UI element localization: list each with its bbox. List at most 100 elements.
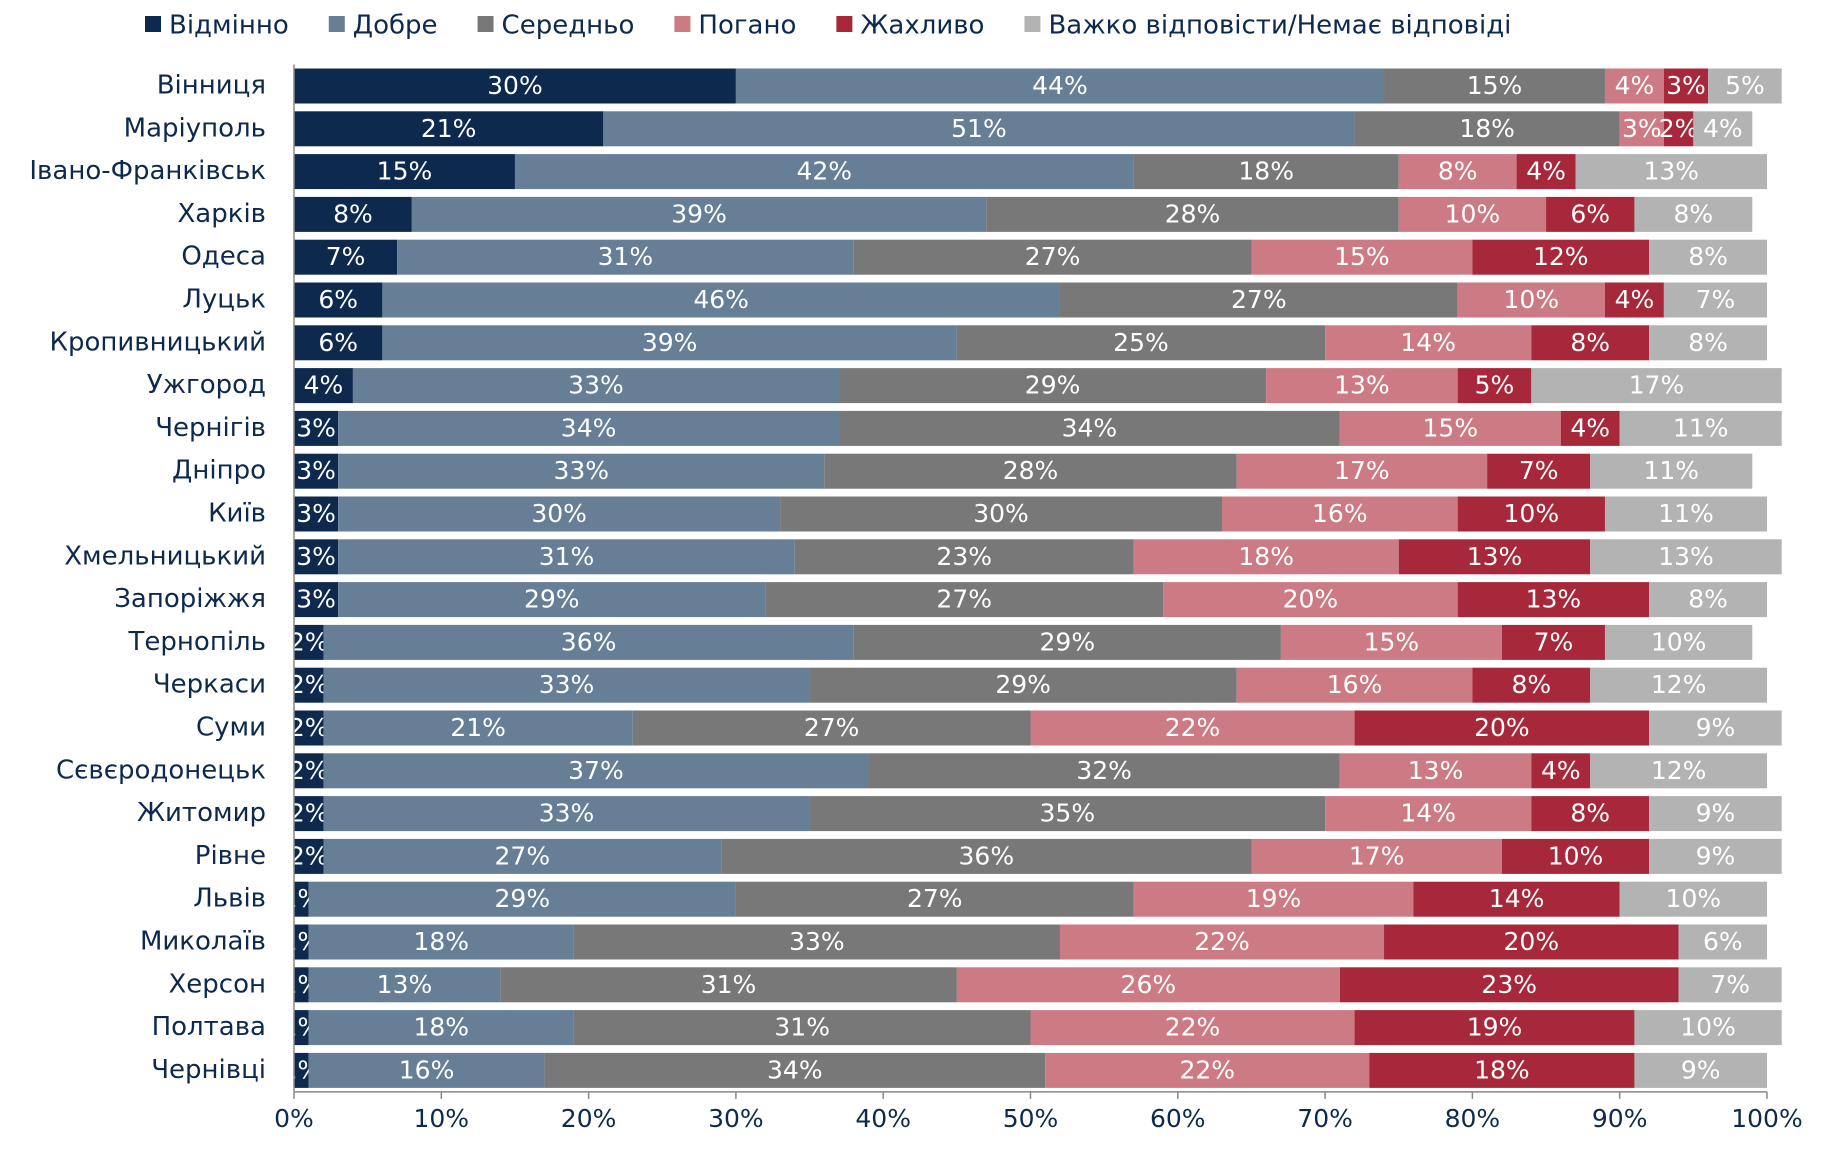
data-label: 3% xyxy=(296,585,336,614)
data-label: 8% xyxy=(1570,799,1610,828)
data-label: 2% xyxy=(289,799,329,828)
legend-label: Добре xyxy=(353,11,438,41)
bar-segment xyxy=(1339,967,1679,1003)
bar-segment xyxy=(1133,154,1399,190)
category-label: Херсон xyxy=(168,969,266,999)
data-label: 3% xyxy=(296,499,336,528)
bar-segment xyxy=(323,667,810,703)
category-label: Хмельницький xyxy=(64,541,266,571)
data-label: 9% xyxy=(1696,713,1736,742)
bar-segment xyxy=(1590,453,1753,489)
data-label: 12% xyxy=(1651,756,1707,785)
data-label: 30% xyxy=(973,499,1029,528)
bar-segment xyxy=(323,710,633,746)
data-label: 4% xyxy=(1703,114,1743,143)
bar-segment xyxy=(294,924,309,960)
data-label: 9% xyxy=(1696,841,1736,870)
bar-segment xyxy=(338,410,840,446)
data-label: 6% xyxy=(1570,199,1610,228)
bar-segment xyxy=(1354,111,1620,147)
data-label: 27% xyxy=(936,585,992,614)
bar-segment xyxy=(1280,624,1502,660)
bar-segment xyxy=(956,967,1340,1003)
data-label: 15% xyxy=(1467,71,1523,100)
bar-segment xyxy=(294,667,324,703)
data-label: 29% xyxy=(524,585,580,614)
bar-segment xyxy=(294,239,398,275)
category-label: Одеса xyxy=(181,242,266,272)
data-label: 13% xyxy=(1408,756,1464,785)
data-label: 4% xyxy=(1526,157,1566,186)
data-label: 12% xyxy=(1651,670,1707,699)
bar-segment xyxy=(1501,624,1605,660)
x-tick-label: 50% xyxy=(1003,1104,1059,1133)
data-label: 18% xyxy=(1238,542,1294,571)
data-label: 42% xyxy=(796,157,852,186)
legend-swatch xyxy=(1024,16,1041,32)
bar-segment xyxy=(1369,1052,1635,1088)
bar-segment xyxy=(1163,582,1458,618)
bar-segment xyxy=(1339,753,1532,789)
bar-segment xyxy=(1649,325,1767,361)
data-label: 33% xyxy=(568,371,624,400)
data-label: 27% xyxy=(495,841,551,870)
bar-segment xyxy=(338,582,766,618)
bar-segment xyxy=(1649,582,1767,618)
bar-segment xyxy=(308,1052,545,1088)
data-label: 20% xyxy=(1474,713,1530,742)
legend-label: Важко відповісти/Немає відповіді xyxy=(1048,11,1511,41)
bar-segment xyxy=(294,496,339,532)
bar-segment xyxy=(1531,368,1782,404)
bar-segment xyxy=(794,539,1134,575)
data-label: 19% xyxy=(1467,1013,1523,1042)
data-label: 2% xyxy=(289,627,329,656)
bar-segment xyxy=(573,1010,1031,1046)
category-label: Івано-Франківськ xyxy=(29,156,266,186)
category-label: Луцьк xyxy=(182,285,266,315)
data-label: 8% xyxy=(333,199,373,228)
data-label: 14% xyxy=(1489,884,1545,913)
data-label: 17% xyxy=(1334,456,1390,485)
bar-segment xyxy=(573,924,1060,960)
data-label: 27% xyxy=(1025,242,1081,271)
data-label: 29% xyxy=(1040,627,1096,656)
data-label: 6% xyxy=(318,328,358,357)
bar-segment xyxy=(323,753,869,789)
data-label: 33% xyxy=(789,927,845,956)
data-label: 11% xyxy=(1643,456,1699,485)
data-label: 4% xyxy=(304,371,344,400)
bar-segment xyxy=(1030,710,1355,746)
bar-segment xyxy=(765,582,1164,618)
data-label: 36% xyxy=(959,841,1015,870)
bar-segment xyxy=(294,624,324,660)
bar-segment xyxy=(1590,539,1782,575)
data-label: 19% xyxy=(1246,884,1302,913)
bar-segment xyxy=(1708,68,1782,104)
bar-segment xyxy=(514,154,1134,190)
data-label: 18% xyxy=(1459,114,1515,143)
bar-segment xyxy=(294,453,339,489)
data-label: 13% xyxy=(1467,542,1523,571)
data-label: 2% xyxy=(1659,114,1699,143)
bar-segment xyxy=(1634,196,1753,232)
data-label: 18% xyxy=(414,1013,470,1042)
data-label: 29% xyxy=(495,884,551,913)
category-label: Тернопіль xyxy=(128,627,266,657)
data-label: 51% xyxy=(951,114,1007,143)
data-label: 3% xyxy=(1666,71,1706,100)
data-label: 30% xyxy=(487,71,543,100)
bar-segment xyxy=(824,453,1237,489)
data-label: 3% xyxy=(1622,114,1662,143)
data-label: 2% xyxy=(289,841,329,870)
bar-segment xyxy=(1398,539,1591,575)
data-label: 10% xyxy=(1504,285,1560,314)
bar-segment xyxy=(603,111,1355,147)
data-label: 34% xyxy=(1062,413,1118,442)
data-label: 7% xyxy=(1696,285,1736,314)
bar-segment xyxy=(294,410,339,446)
legend-label: Погано xyxy=(698,11,796,41)
x-tick-label: 60% xyxy=(1150,1104,1206,1133)
category-label: Полтава xyxy=(152,1012,266,1042)
data-label: 36% xyxy=(561,627,617,656)
data-label: 15% xyxy=(1334,242,1390,271)
